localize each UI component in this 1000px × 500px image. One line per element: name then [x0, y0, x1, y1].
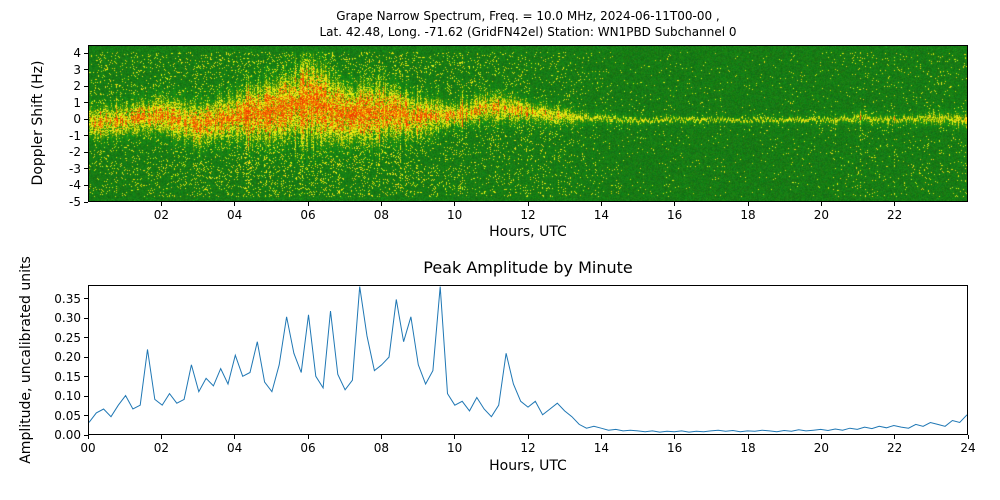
y-tick: [84, 184, 88, 186]
x-tick: [674, 202, 676, 206]
x-tick-label: 02: [153, 441, 169, 455]
x-tick-label: 14: [593, 441, 609, 455]
y-tick-label: 0.20: [54, 350, 81, 365]
x-tick-label: 18: [740, 441, 756, 455]
x-tick: [527, 202, 529, 206]
x-tick: [820, 435, 822, 439]
x-tick-label: 00: [80, 441, 96, 455]
x-tick-label: 12: [520, 441, 536, 455]
x-tick-label: 18: [740, 208, 756, 222]
x-tick: [454, 202, 456, 206]
y-tick: [84, 337, 88, 339]
spectrogram-title-line1: Grape Narrow Spectrum, Freq. = 10.0 MHz,…: [336, 9, 720, 23]
y-tick-label: 4: [73, 46, 81, 61]
x-tick: [454, 435, 456, 439]
y-tick: [84, 135, 88, 137]
y-tick: [84, 356, 88, 358]
x-tick: [87, 435, 89, 439]
amplitude-line-chart: [89, 286, 967, 433]
x-tick-label: 06: [300, 441, 316, 455]
y-tick-label: 0.05: [54, 408, 81, 423]
x-tick-label: 12: [520, 208, 536, 222]
y-tick: [84, 118, 88, 120]
y-tick-label: -1: [69, 128, 81, 143]
x-tick: [600, 202, 602, 206]
x-tick-label: 22: [887, 208, 903, 222]
x-tick: [967, 435, 969, 439]
y-tick-label: 0.25: [54, 330, 81, 345]
y-tick: [84, 102, 88, 104]
y-tick: [84, 298, 88, 300]
y-tick-label: 0.30: [54, 311, 81, 326]
y-tick: [84, 395, 88, 397]
spectrogram-title: Grape Narrow Spectrum, Freq. = 10.0 MHz,…: [88, 8, 968, 40]
y-tick: [84, 151, 88, 153]
x-tick: [894, 435, 896, 439]
x-tick-label: 08: [373, 441, 389, 455]
x-tick-label: 04: [227, 208, 243, 222]
x-tick: [380, 202, 382, 206]
x-tick: [380, 435, 382, 439]
amplitude-plot-area: [88, 285, 968, 435]
y-tick: [84, 168, 88, 170]
x-tick: [600, 435, 602, 439]
y-tick: [84, 52, 88, 54]
spectrogram-plot-area: [88, 45, 968, 202]
x-tick: [160, 202, 162, 206]
y-tick: [84, 201, 88, 203]
amplitude-title: Peak Amplitude by Minute: [423, 258, 633, 277]
y-tick-label: 1: [73, 95, 81, 110]
y-tick: [84, 434, 88, 436]
spectrogram-title-line2: Lat. 42.48, Long. -71.62 (GridFN42el) St…: [319, 25, 737, 39]
x-tick: [160, 435, 162, 439]
y-tick-label: 0.15: [54, 369, 81, 384]
x-tick-label: 24: [960, 441, 976, 455]
x-tick-label: 02: [153, 208, 169, 222]
y-tick-label: -5: [69, 195, 81, 209]
x-tick: [307, 435, 309, 439]
y-tick-label: -4: [69, 178, 81, 193]
y-tick-label: -2: [69, 145, 81, 160]
y-tick-label: 0: [73, 112, 81, 127]
x-tick-label: 10: [447, 441, 463, 455]
y-tick-label: -3: [69, 161, 81, 176]
y-tick: [84, 415, 88, 417]
x-tick: [307, 202, 309, 206]
x-tick-label: 10: [447, 208, 463, 222]
x-tick: [747, 435, 749, 439]
x-tick: [674, 435, 676, 439]
x-tick-label: 14: [593, 208, 609, 222]
x-tick-label: 04: [227, 441, 243, 455]
x-tick-label: 08: [373, 208, 389, 222]
x-tick: [527, 435, 529, 439]
y-tick-label: 2: [73, 79, 81, 94]
x-tick: [234, 202, 236, 206]
y-tick: [84, 85, 88, 87]
x-tick: [820, 202, 822, 206]
spectrogram-xlabel: Hours, UTC: [489, 224, 567, 240]
amplitude-series-line: [89, 286, 967, 433]
x-tick-label: 22: [887, 441, 903, 455]
x-tick-label: 16: [667, 208, 683, 222]
x-tick-label: 06: [300, 208, 316, 222]
x-tick: [747, 202, 749, 206]
amplitude-xlabel: Hours, UTC: [489, 458, 567, 474]
y-tick: [84, 376, 88, 378]
amplitude-ylabel: Amplitude, uncalibrated units: [18, 256, 34, 464]
y-tick-label: 0.10: [54, 389, 81, 404]
y-tick-label: 0.00: [54, 428, 81, 442]
y-tick: [84, 317, 88, 319]
x-tick: [894, 202, 896, 206]
x-tick-label: 20: [813, 441, 829, 455]
spectrogram-image: [89, 46, 967, 201]
y-tick-label: 0.35: [54, 291, 81, 306]
x-tick: [234, 435, 236, 439]
x-tick-label: 20: [813, 208, 829, 222]
y-tick: [84, 69, 88, 71]
x-tick-label: 16: [667, 441, 683, 455]
y-tick-label: 3: [73, 62, 81, 77]
